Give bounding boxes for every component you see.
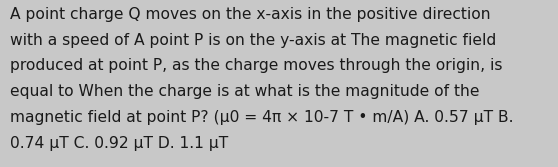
Text: equal to When the charge is at what is the magnitude of the: equal to When the charge is at what is t…: [10, 84, 479, 99]
Text: with a speed of A point P is on the y-axis at The magnetic field: with a speed of A point P is on the y-ax…: [10, 33, 496, 48]
Text: 0.74 μT C. 0.92 μT D. 1.1 μT: 0.74 μT C. 0.92 μT D. 1.1 μT: [10, 136, 228, 151]
Text: A point charge Q moves on the x-axis in the positive direction: A point charge Q moves on the x-axis in …: [10, 7, 490, 22]
Text: produced at point P, as the charge moves through the origin, is: produced at point P, as the charge moves…: [10, 58, 503, 73]
Text: magnetic field at point P? (μ0 = 4π × 10-7 T • m/A) A. 0.57 μT B.: magnetic field at point P? (μ0 = 4π × 10…: [10, 110, 513, 125]
